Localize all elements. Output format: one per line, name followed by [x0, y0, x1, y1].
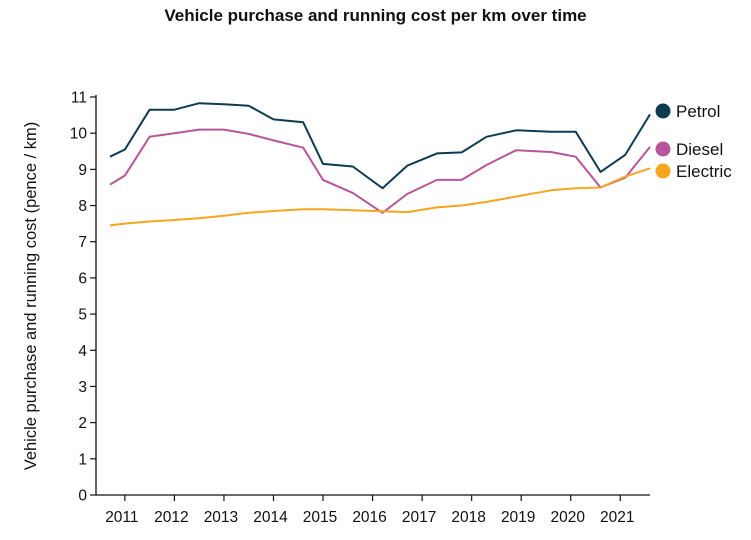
- legend-marker-electric: [655, 163, 671, 179]
- y-tick-label: 7: [78, 234, 87, 251]
- y-tick-label: 6: [78, 270, 87, 287]
- series-line-petrol: [109, 102, 651, 190]
- y-tick-label: 5: [78, 307, 87, 324]
- x-tick-label: 2015: [303, 509, 337, 526]
- y-tick-label: 1: [78, 451, 87, 468]
- y-tick-label: 3: [78, 379, 87, 396]
- x-tick-label: 2013: [204, 509, 238, 526]
- y-tick-label: 9: [78, 162, 87, 179]
- y-tick-label: 8: [78, 198, 87, 215]
- legend-label-electric: Electric: [676, 162, 732, 181]
- series-line-diesel: [109, 128, 651, 214]
- y-tick-label: 2: [78, 415, 87, 432]
- y-axis-label: Vehicle purchase and running cost (pence…: [22, 122, 40, 471]
- y-tick-label: 10: [70, 126, 88, 143]
- y-tick-label: 0: [78, 488, 87, 505]
- legend-label-diesel: Diesel: [676, 140, 723, 159]
- legend-marker-diesel: [655, 141, 671, 157]
- x-tick-label: 2020: [550, 509, 585, 526]
- legend-label-petrol: Petrol: [676, 102, 720, 121]
- x-tick-label: 2011: [105, 509, 138, 526]
- y-tick-label: 4: [78, 343, 87, 360]
- x-tick-label: 2019: [501, 509, 535, 526]
- x-tick-label: 2016: [352, 509, 386, 526]
- y-tick-label: 11: [71, 90, 87, 107]
- x-tick-label: 2012: [154, 509, 188, 526]
- series-line-electric: [109, 167, 651, 227]
- x-tick-label: 2021: [600, 509, 634, 526]
- x-tick-label: 2014: [253, 509, 288, 526]
- chart-title: Vehicle purchase and running cost per km…: [164, 6, 587, 25]
- legend-marker-petrol: [655, 103, 671, 119]
- x-tick-label: 2018: [451, 509, 485, 526]
- x-tick-label: 2017: [402, 509, 436, 526]
